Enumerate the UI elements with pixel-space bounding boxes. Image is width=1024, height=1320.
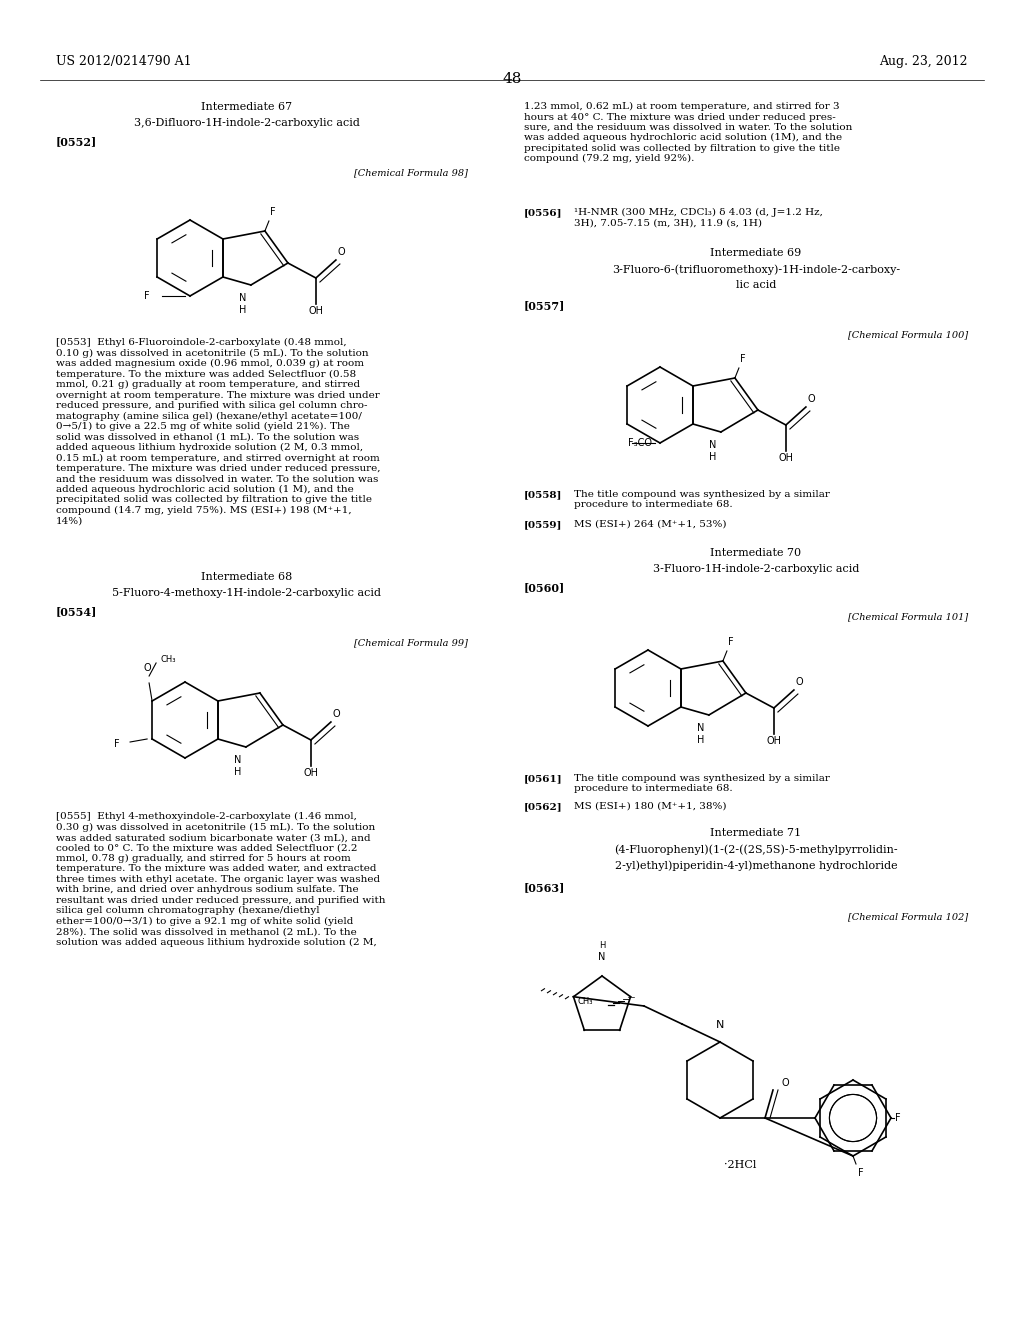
Text: O: O	[781, 1078, 788, 1088]
Text: N: N	[234, 755, 242, 766]
Text: Intermediate 67: Intermediate 67	[202, 102, 293, 112]
Text: 5-Fluoro-4-methoxy-1H-indole-2-carboxylic acid: 5-Fluoro-4-methoxy-1H-indole-2-carboxyli…	[113, 587, 382, 598]
Text: F₃CO: F₃CO	[628, 438, 652, 447]
Text: [Chemical Formula 98]: [Chemical Formula 98]	[354, 168, 468, 177]
Text: OH: OH	[778, 453, 794, 463]
Text: N: N	[716, 1020, 724, 1030]
Text: H: H	[234, 767, 242, 777]
Text: F: F	[144, 290, 150, 301]
Text: [Chemical Formula 102]: [Chemical Formula 102]	[848, 912, 968, 921]
Text: O: O	[338, 247, 345, 257]
Text: O: O	[808, 393, 815, 404]
Text: CH₃: CH₃	[578, 997, 593, 1006]
Text: [0554]: [0554]	[56, 606, 97, 616]
Text: O: O	[796, 677, 804, 686]
Text: Intermediate 68: Intermediate 68	[202, 572, 293, 582]
Text: MS (ESI+) 264 (M⁺+1, 53%): MS (ESI+) 264 (M⁺+1, 53%)	[574, 520, 726, 529]
Text: [Chemical Formula 100]: [Chemical Formula 100]	[848, 330, 968, 339]
Text: [0552]: [0552]	[56, 136, 97, 147]
Text: [0557]: [0557]	[524, 300, 565, 312]
Text: ¹H-NMR (300 MHz, CDCl₃) δ 4.03 (d, J=1.2 Hz,
3H), 7.05-7.15 (m, 3H), 11.9 (s, 1H: ¹H-NMR (300 MHz, CDCl₃) δ 4.03 (d, J=1.2…	[574, 209, 823, 227]
Text: OH: OH	[303, 768, 318, 777]
Text: The title compound was synthesized by a similar
procedure to intermediate 68.: The title compound was synthesized by a …	[574, 490, 829, 510]
Text: ·2HCl: ·2HCl	[724, 1160, 756, 1170]
Text: [0555]  Ethyl 4-methoxyindole-2-carboxylate (1.46 mmol,
0.30 g) was dissolved in: [0555] Ethyl 4-methoxyindole-2-carboxyla…	[56, 812, 385, 946]
Text: OH: OH	[766, 737, 781, 746]
Text: H: H	[710, 451, 717, 462]
Text: F: F	[728, 638, 733, 647]
Text: 48: 48	[503, 73, 521, 86]
Text: H: H	[697, 735, 705, 744]
Text: O: O	[333, 709, 341, 719]
Text: [0559]: [0559]	[524, 520, 562, 529]
Text: [0558]: [0558]	[524, 490, 562, 499]
Text: [Chemical Formula 99]: [Chemical Formula 99]	[354, 638, 468, 647]
Text: lic acid: lic acid	[736, 280, 776, 290]
Text: H: H	[599, 941, 605, 950]
Text: [0560]: [0560]	[524, 582, 565, 593]
Text: 3-Fluoro-1H-indole-2-carboxylic acid: 3-Fluoro-1H-indole-2-carboxylic acid	[653, 564, 859, 574]
Text: N: N	[710, 440, 717, 450]
Text: F: F	[115, 739, 120, 748]
Text: US 2012/0214790 A1: US 2012/0214790 A1	[56, 55, 191, 69]
Text: CH₃: CH₃	[160, 655, 175, 664]
Text: N: N	[697, 723, 705, 733]
Text: OH: OH	[308, 306, 324, 315]
Text: [0556]: [0556]	[524, 209, 562, 216]
Text: H: H	[240, 305, 247, 315]
Text: O: O	[143, 663, 151, 673]
Text: 3-Fluoro-6-(trifluoromethoxy)-1H-indole-2-carboxy-: 3-Fluoro-6-(trifluoromethoxy)-1H-indole-…	[612, 264, 900, 275]
Text: F: F	[895, 1113, 901, 1123]
Text: Intermediate 71: Intermediate 71	[711, 828, 802, 838]
Text: Aug. 23, 2012: Aug. 23, 2012	[880, 55, 968, 69]
Text: 3,6-Difluoro-1H-indole-2-carboxylic acid: 3,6-Difluoro-1H-indole-2-carboxylic acid	[134, 117, 360, 128]
Text: N: N	[240, 293, 247, 304]
Text: [0563]: [0563]	[524, 882, 565, 894]
Text: F: F	[858, 1168, 863, 1177]
Text: 1.23 mmol, 0.62 mL) at room temperature, and stirred for 3
hours at 40° C. The m: 1.23 mmol, 0.62 mL) at room temperature,…	[524, 102, 852, 164]
Text: [0561]: [0561]	[524, 774, 562, 783]
Text: [0562]: [0562]	[524, 803, 562, 810]
Text: 2-yl)ethyl)piperidin-4-yl)methanone hydrochloride: 2-yl)ethyl)piperidin-4-yl)methanone hydr…	[614, 861, 897, 871]
Text: F: F	[270, 207, 275, 216]
Text: The title compound was synthesized by a similar
procedure to intermediate 68.: The title compound was synthesized by a …	[574, 774, 829, 793]
Text: Intermediate 70: Intermediate 70	[711, 548, 802, 558]
Text: MS (ESI+) 180 (M⁺+1, 38%): MS (ESI+) 180 (M⁺+1, 38%)	[574, 803, 726, 810]
Text: F: F	[740, 354, 745, 364]
Text: [Chemical Formula 101]: [Chemical Formula 101]	[848, 612, 968, 620]
Text: N: N	[598, 952, 605, 962]
Text: [0553]  Ethyl 6-Fluoroindole-2-carboxylate (0.48 mmol,
0.10 g) was dissolved in : [0553] Ethyl 6-Fluoroindole-2-carboxylat…	[56, 338, 381, 525]
Text: Intermediate 69: Intermediate 69	[711, 248, 802, 257]
Text: (4-Fluorophenyl)(1-(2-((2S,5S)-5-methylpyrrolidin-: (4-Fluorophenyl)(1-(2-((2S,5S)-5-methylp…	[614, 843, 898, 854]
